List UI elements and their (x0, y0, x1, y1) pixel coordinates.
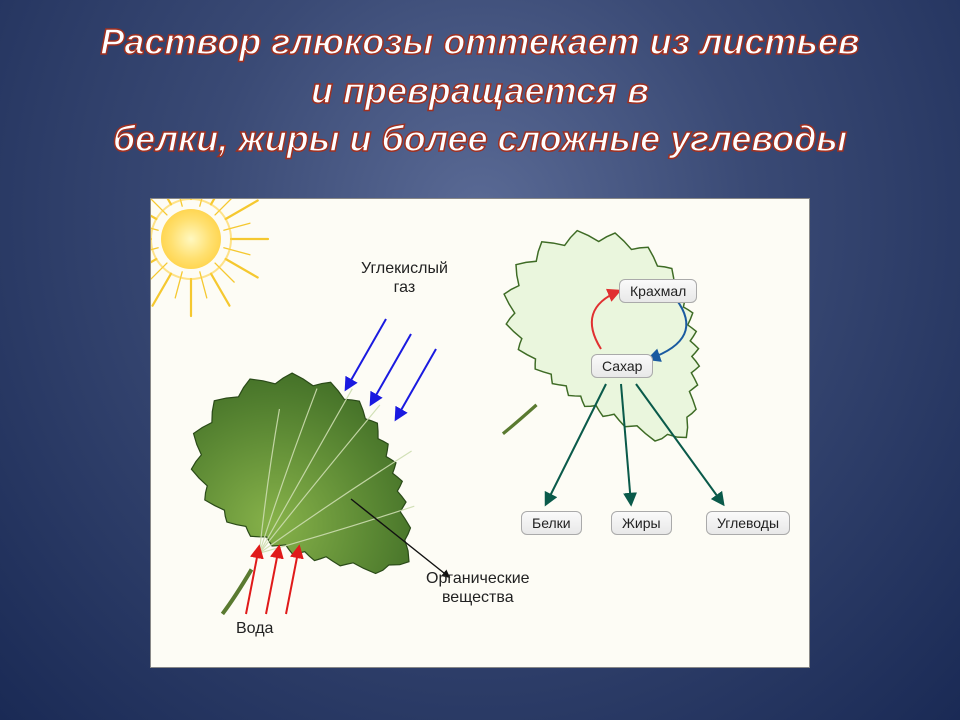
right-leaf-icon (490, 222, 714, 453)
label-proteins: Белки (521, 511, 582, 535)
diagram-container: Углекислыйгаз Вода Органическиевещества … (150, 198, 810, 668)
co2-arrows (346, 319, 436, 419)
title-line-2: и превращается в (0, 67, 960, 116)
label-carbs: Углеводы (706, 511, 790, 535)
label-water-text: Вода (236, 620, 273, 637)
label-organic: Органическиевещества (426, 569, 530, 607)
title-line-1: Раствор глюкозы оттекает из листьев (0, 18, 960, 67)
label-co2-text: Углекислыйгаз (361, 260, 448, 296)
label-starch: Крахмал (619, 279, 697, 303)
product-arrows (546, 384, 723, 504)
label-co2: Углекислыйгаз (361, 259, 448, 297)
sugar-to-starch-arrow (592, 291, 619, 349)
label-sugar: Сахар (591, 354, 653, 378)
label-fats: Жиры (611, 511, 672, 535)
water-arrows (246, 547, 299, 614)
sun-icon (151, 199, 268, 316)
label-water: Вода (236, 619, 273, 638)
organic-pointer (351, 499, 449, 577)
starch-to-sugar-arrow (649, 299, 686, 359)
label-organic-text: Органическиевещества (426, 570, 530, 606)
slide-title: Раствор глюкозы оттекает из листьев и пр… (0, 0, 960, 164)
title-line-3: белки, жиры и более сложные углеводы (0, 115, 960, 164)
left-leaf-icon (180, 358, 430, 615)
